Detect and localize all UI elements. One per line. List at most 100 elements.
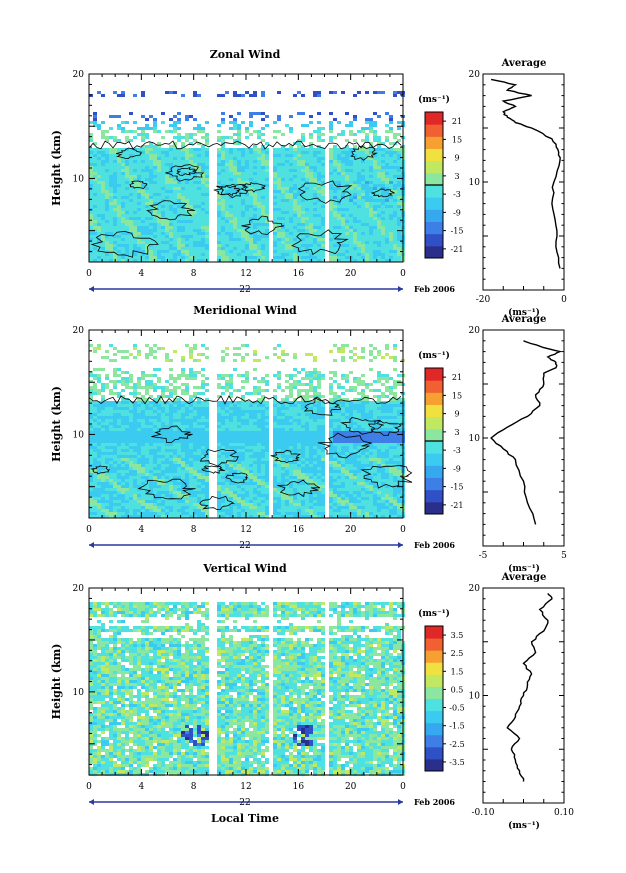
heatmap-cell	[245, 256, 249, 259]
heatmap-cell	[113, 205, 117, 208]
heatmap-cell	[141, 217, 145, 220]
heatmap-cell	[277, 178, 281, 181]
heatmap-cell	[353, 250, 357, 253]
heatmap-cell	[229, 491, 233, 494]
heatmap-cell	[345, 205, 349, 208]
heatmap-cell	[329, 247, 333, 250]
heatmap-cell	[145, 491, 149, 494]
heatmap-cell	[393, 238, 397, 241]
heatmap-cell	[157, 232, 161, 235]
heatmap-cell	[297, 214, 301, 217]
heatmap-cell	[349, 124, 353, 127]
heatmap-cell	[141, 428, 145, 431]
heatmap-cell	[345, 196, 349, 199]
heatmap-cell	[313, 217, 317, 220]
heatmap-cell	[161, 395, 165, 398]
heatmap-cell	[181, 461, 185, 464]
heatmap-cell	[153, 485, 157, 488]
heatmap-cell	[101, 178, 105, 181]
heatmap-cell	[273, 229, 277, 232]
heatmap-cell	[313, 151, 317, 154]
heatmap-cell	[333, 151, 337, 154]
heatmap-cell	[233, 199, 237, 202]
heatmap-cell	[181, 392, 185, 395]
heatmap-cell	[233, 241, 237, 244]
heatmap-cell	[117, 449, 121, 452]
heatmap-cell	[225, 347, 229, 350]
heatmap-cell	[149, 353, 153, 356]
heatmap-cell	[293, 235, 297, 238]
heatmap-cell	[137, 383, 141, 386]
profile-title: Average	[501, 58, 547, 69]
heatmap-cell	[389, 199, 393, 202]
heatmap-cell	[93, 455, 97, 458]
heatmap-cell	[253, 196, 257, 199]
heatmap-cell	[181, 136, 185, 139]
heatmap-cell	[101, 428, 105, 431]
heatmap-cell	[265, 154, 269, 157]
heatmap-cell	[105, 482, 109, 485]
heatmap-cell	[117, 115, 121, 118]
heatmap-cell	[145, 353, 149, 356]
heatmap-cell	[141, 256, 145, 259]
heatmap-cell	[245, 223, 249, 226]
heatmap-cell	[193, 226, 197, 229]
heatmap-cell	[365, 160, 369, 163]
heatmap-cell	[157, 184, 161, 187]
heatmap-cell	[109, 172, 113, 175]
heatmap-cell	[109, 455, 113, 458]
heatmap-cell	[369, 205, 373, 208]
heatmap-cell	[393, 190, 397, 193]
heatmap-cell	[285, 220, 289, 223]
heatmap-cell	[277, 130, 281, 133]
heatmap-cell	[133, 244, 137, 247]
heatmap-cell	[169, 422, 173, 425]
heatmap-cell	[281, 184, 285, 187]
heatmap-cell	[169, 118, 173, 121]
heatmap-cell	[337, 175, 341, 178]
heatmap-cell	[345, 139, 349, 142]
heatmap-cell	[157, 449, 161, 452]
heatmap-cell	[177, 166, 181, 169]
heatmap-cell	[321, 238, 325, 241]
heatmap-cell	[97, 196, 101, 199]
heatmap-cell	[153, 121, 157, 124]
heatmap-cell	[133, 485, 137, 488]
heatmap-cell	[113, 196, 117, 199]
heatmap-cell	[225, 259, 229, 262]
heatmap-cell	[161, 121, 165, 124]
heatmap-cell	[205, 428, 209, 431]
heatmap-cell	[221, 497, 225, 500]
heatmap-cell	[89, 410, 93, 413]
heatmap-cell	[177, 482, 181, 485]
heatmap-cell	[205, 199, 209, 202]
heatmap-cell	[385, 112, 389, 115]
heatmap-cell	[301, 154, 305, 157]
heatmap-cell	[249, 172, 253, 175]
heatmap-cell	[221, 467, 225, 470]
heatmap-cell	[105, 455, 109, 458]
heatmap-cell	[205, 494, 209, 497]
heatmap-cell	[229, 259, 233, 262]
heatmap-cell	[181, 244, 185, 247]
heatmap-cell	[101, 205, 105, 208]
heatmap-cell	[205, 202, 209, 205]
heatmap-cell	[105, 425, 109, 428]
heatmap-cell	[93, 172, 97, 175]
heatmap-cell	[309, 238, 313, 241]
heatmap-cell	[221, 401, 225, 404]
heatmap-cell	[341, 235, 345, 238]
heatmap-cell	[309, 121, 313, 124]
heatmap-cell	[261, 193, 265, 196]
heatmap-cell	[329, 232, 333, 235]
heatmap-cell	[261, 151, 265, 154]
heatmap-cell	[397, 199, 401, 202]
heatmap-cell	[353, 226, 357, 229]
heatmap-cell	[221, 512, 225, 515]
heatmap-cell	[281, 256, 285, 259]
heatmap-cell	[221, 220, 225, 223]
heatmap-cell	[357, 181, 361, 184]
heatmap-cell	[337, 121, 341, 124]
heatmap-cell	[149, 422, 153, 425]
heatmap-cell	[177, 491, 181, 494]
